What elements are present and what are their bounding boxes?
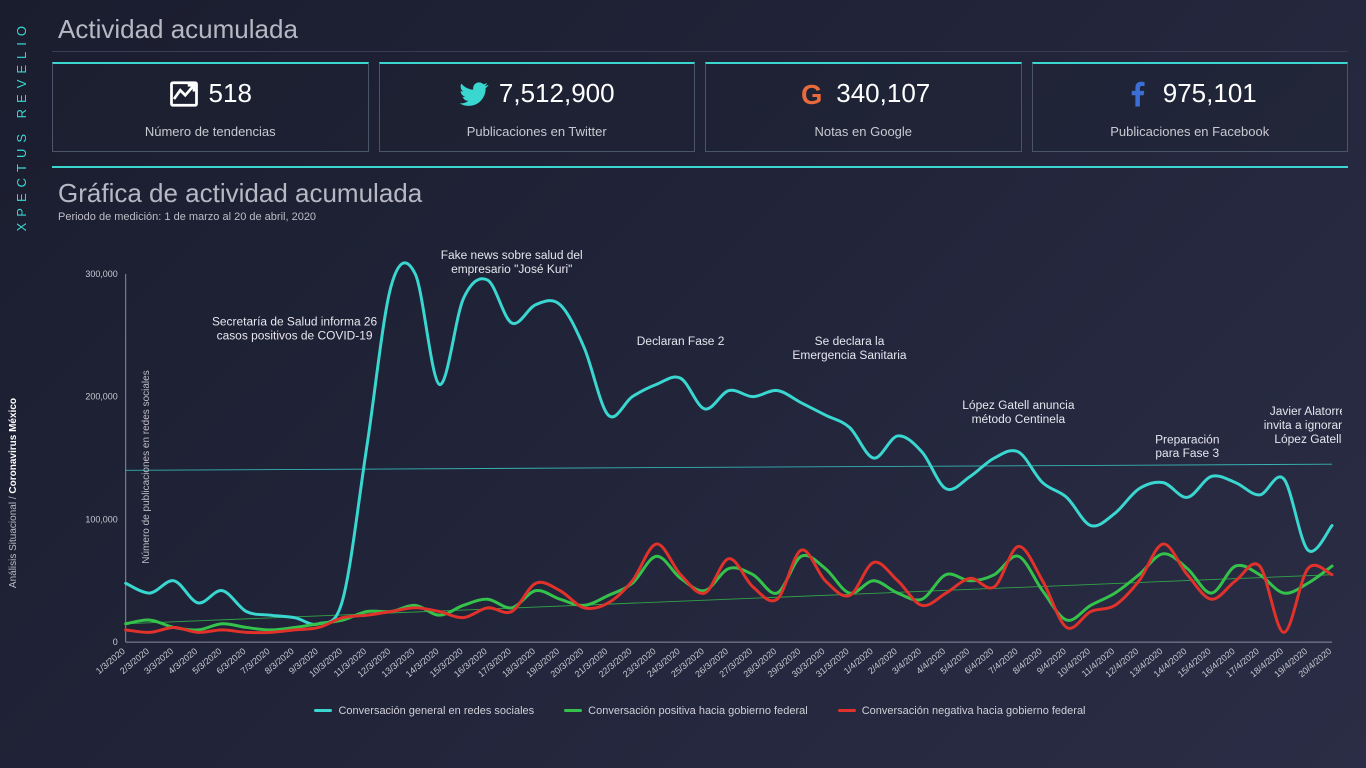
legend-label: Conversación general en redes sociales <box>338 705 534 717</box>
stat-card: 518 Número de tendencias <box>52 62 369 152</box>
stat-card: 7,512,900 Publicaciones en Twitter <box>379 62 696 152</box>
chart-annotation: Javier Alatorre <box>1270 404 1342 418</box>
chart-annotation: invita a ignorar a <box>1264 418 1342 432</box>
chart-annotation: Secretaría de Salud informa 26 <box>212 314 378 328</box>
legend-swatch <box>838 709 856 712</box>
stat-value: 340,107 <box>836 78 930 109</box>
chart-legend: Conversación general en redes sociales Co… <box>58 705 1342 717</box>
chart-annotation: Emergencia Sanitaria <box>792 348 906 362</box>
y-tick-label: 100,000 <box>85 514 117 524</box>
y-tick-label: 300,000 <box>85 268 117 278</box>
legend-label: Conversación positiva hacia gobierno fed… <box>588 705 808 717</box>
stats-row: 518 Número de tendencias 7,512,900 Publi… <box>52 62 1348 152</box>
chart-annotation: método Centinela <box>972 411 1066 425</box>
stat-card: G 340,107 Notas en Google <box>705 62 1022 152</box>
series-line <box>126 553 1332 629</box>
facebook-icon <box>1123 79 1153 109</box>
chart-annotation: López Gatell anuncia <box>962 397 1075 411</box>
legend-item: Conversación general en redes sociales <box>314 705 534 717</box>
chart-annotation: casos positivos de COVID-19 <box>217 328 373 342</box>
chart-annotation: empresario "José Kuri" <box>451 262 572 276</box>
google-g-icon: G <box>796 79 826 109</box>
legend-swatch <box>314 709 332 712</box>
chart-annotation: López Gatell <box>1274 431 1341 445</box>
stat-label: Publicaciones en Twitter <box>388 124 687 139</box>
legend-label: Conversación negativa hacia gobierno fed… <box>862 705 1086 717</box>
legend-item: Conversación negativa hacia gobierno fed… <box>838 705 1086 717</box>
chart-annotation: Se declara la <box>815 334 885 348</box>
chart-title: Gráfica de actividad acumulada <box>58 178 1342 209</box>
sidebar: XPECTUS REVELIO <box>0 0 42 768</box>
chart-annotation: Fake news sobre salud del <box>441 248 583 262</box>
trend-line <box>126 464 1332 470</box>
brand-text: XPECTUS REVELIO <box>14 20 29 231</box>
stat-value: 975,101 <box>1163 78 1257 109</box>
main-content: Actividad acumulada 518 Número de tenden… <box>42 0 1366 768</box>
y-tick-label: 0 <box>113 637 118 647</box>
trend-up-icon <box>169 79 199 109</box>
series-line <box>126 543 1332 632</box>
stat-label: Notas en Google <box>714 124 1013 139</box>
chart-panel: Gráfica de actividad acumulada Periodo d… <box>52 166 1348 723</box>
stat-value: 7,512,900 <box>499 78 615 109</box>
stat-card: 975,101 Publicaciones en Facebook <box>1032 62 1349 152</box>
chart-annotation: Preparación <box>1155 432 1219 446</box>
chart-subtitle: Periodo de medición: 1 de marzo al 20 de… <box>58 211 1342 223</box>
svg-text:G: G <box>801 79 822 109</box>
twitter-icon <box>459 79 489 109</box>
section-title: Actividad acumulada <box>52 10 1348 52</box>
stat-label: Número de tendencias <box>61 124 360 139</box>
side-caption: Análisis Situacional / Coronavirus Méxic… <box>8 398 19 588</box>
trend-line <box>126 574 1332 623</box>
legend-item: Conversación positiva hacia gobierno fed… <box>564 705 808 717</box>
line-chart: 0100,000200,000300,0001/3/20202/3/20203/… <box>58 233 1342 701</box>
stat-label: Publicaciones en Facebook <box>1041 124 1340 139</box>
stat-value: 518 <box>209 78 252 109</box>
chart-annotation: para Fase 3 <box>1155 446 1219 460</box>
legend-swatch <box>564 709 582 712</box>
y-tick-label: 200,000 <box>85 391 117 401</box>
y-axis-label: Número de publicaciones en redes sociale… <box>141 370 152 563</box>
chart-annotation: Declaran Fase 2 <box>637 334 725 348</box>
chart-area: Número de publicaciones en redes sociale… <box>58 233 1342 701</box>
